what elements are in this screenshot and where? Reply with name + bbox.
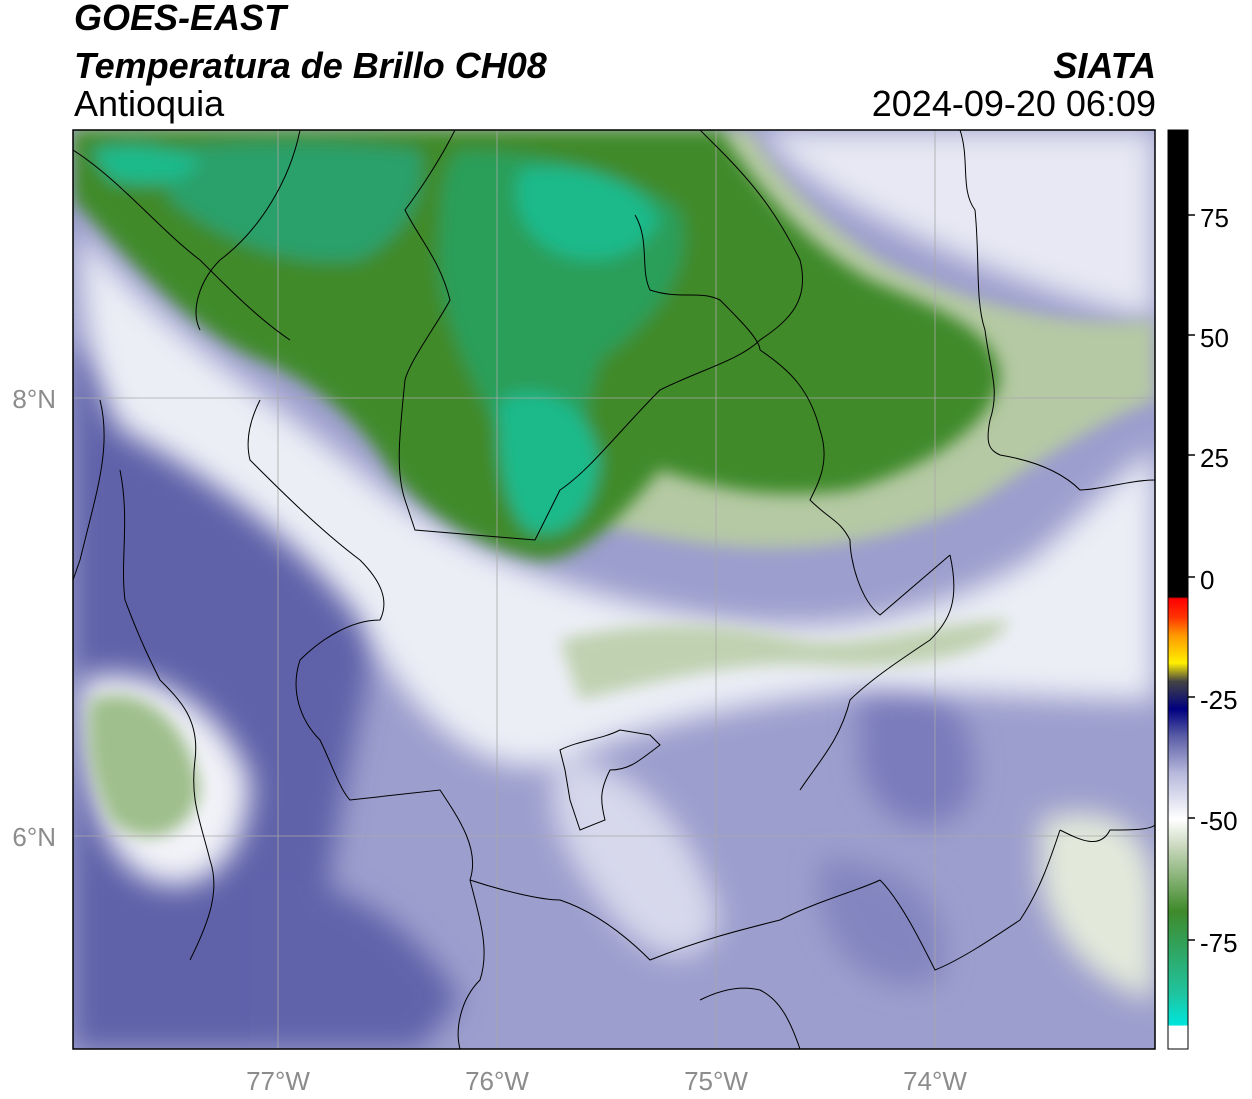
colorbar-tick-0: 0 <box>1200 565 1214 595</box>
colorbar-tick-minus50: -50 <box>1200 806 1238 836</box>
colorbar-tick-75: 75 <box>1200 203 1229 233</box>
map-frame <box>72 129 1156 1050</box>
graticule <box>73 130 1155 1049</box>
organization-label: SIATA <box>1053 45 1156 86</box>
satellite-title: GOES-EAST <box>74 0 287 38</box>
colorbar-tick-25: 25 <box>1200 443 1229 473</box>
municipal-boundaries <box>73 130 1155 1049</box>
lon-label-77w: 77°W <box>246 1066 310 1096</box>
lon-label-74w: 74°W <box>903 1066 967 1096</box>
lon-label-75w: 75°W <box>684 1066 748 1096</box>
colorbar: 75 50 25 0 -25 -50 -75 <box>1167 129 1238 1050</box>
lat-label-8n: 8°N <box>12 384 56 414</box>
colorbar-tick-50: 50 <box>1200 323 1229 353</box>
colorbar-tick-minus75: -75 <box>1200 928 1238 958</box>
product-title: Temperatura de Brillo CH08 <box>74 45 547 86</box>
region-subtitle: Antioquia <box>74 83 225 124</box>
colorbar-tick-minus25: -25 <box>1200 685 1238 715</box>
colorbar-scale <box>1167 129 1189 1050</box>
datetime-label: 2024-09-20 06:09 <box>871 83 1156 124</box>
brightness-temperature-field <box>73 130 1155 1049</box>
lon-label-76w: 76°W <box>465 1066 529 1096</box>
lat-label-6n: 6°N <box>12 822 56 852</box>
